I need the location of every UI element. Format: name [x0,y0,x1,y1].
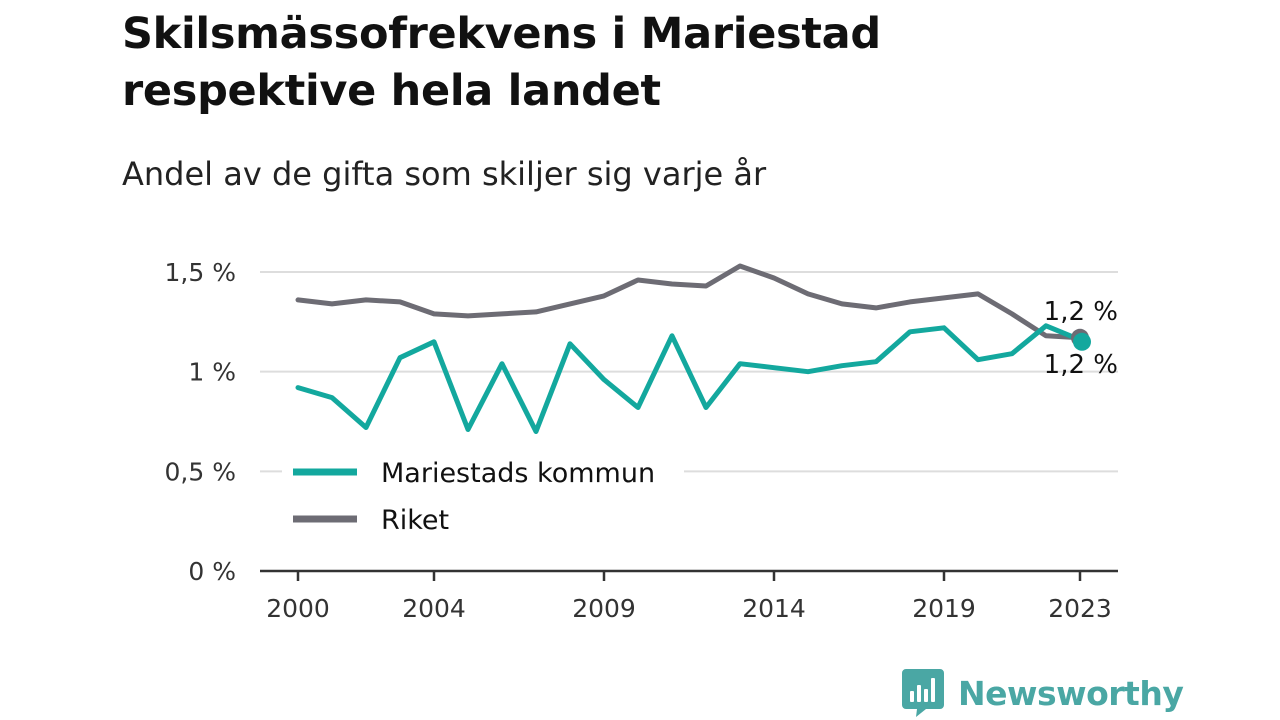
brand-name: Newsworthy [958,673,1184,713]
y-tick-label: 0 % [188,557,236,586]
x-tick-label: 2000 [266,594,330,623]
chart-title: Skilsmässofrekvens i Mariestad respektiv… [122,9,881,116]
end-label-mariestad: 1,2 % [1044,350,1118,380]
y-tick-label: 0,5 % [165,457,236,486]
newsworthy-logo-icon [902,669,944,717]
legend-background [282,507,684,543]
x-axis: 2000 2004 2009 2014 2019 2023 [260,569,1118,623]
end-label-riket: 1,2 % [1044,297,1118,327]
end-labels: 1,2 % 1,2 % [1044,297,1118,380]
x-tick-label: 2014 [742,594,806,623]
legend-label-riket: Riket [381,505,449,536]
x-tick-label: 2023 [1048,594,1112,623]
series-lines [295,263,1091,434]
legend-background [282,460,684,496]
legend: Mariestads kommun Riket [282,458,684,543]
x-tick-label: 2019 [912,594,976,623]
series-line-mariestad [295,323,1083,434]
end-marker-mariestad [1073,332,1091,351]
y-tick-label: 1 % [188,358,236,387]
y-axis: 0 % 0,5 % 1 % 1,5 % [165,258,236,586]
y-tick-label: 1,5 % [165,258,236,287]
legend-label-mariestad: Mariestads kommun [381,458,655,489]
x-tick-label: 2009 [572,594,636,623]
x-tick-label: 2004 [402,594,466,623]
newsworthy-logo: Newsworthy [902,668,1184,718]
chart-subtitle: Andel av de gifta som skiljer sig varje … [122,155,767,193]
series-line-riket [295,263,1083,341]
